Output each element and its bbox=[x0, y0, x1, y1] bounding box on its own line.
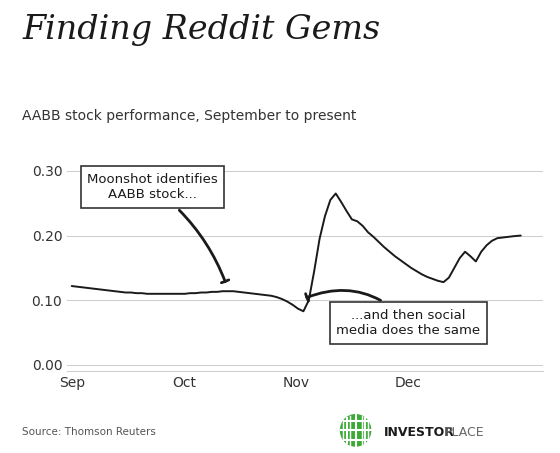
Text: PLACE: PLACE bbox=[445, 426, 485, 439]
Text: AABB stock performance, September to present: AABB stock performance, September to pre… bbox=[22, 109, 357, 123]
Text: INVESTOR: INVESTOR bbox=[384, 426, 455, 439]
Text: Source: Thomson Reuters: Source: Thomson Reuters bbox=[22, 427, 156, 437]
Text: Moonshot identifies
AABB stock...: Moonshot identifies AABB stock... bbox=[87, 173, 229, 283]
Circle shape bbox=[340, 414, 371, 446]
Text: Finding Reddit Gems: Finding Reddit Gems bbox=[22, 14, 381, 46]
Text: ...and then social
media does the same: ...and then social media does the same bbox=[306, 290, 480, 337]
